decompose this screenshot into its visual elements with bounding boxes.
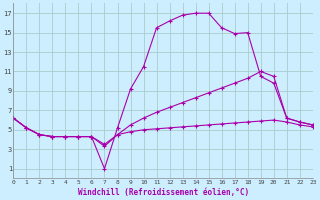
X-axis label: Windchill (Refroidissement éolien,°C): Windchill (Refroidissement éolien,°C) xyxy=(77,188,249,197)
